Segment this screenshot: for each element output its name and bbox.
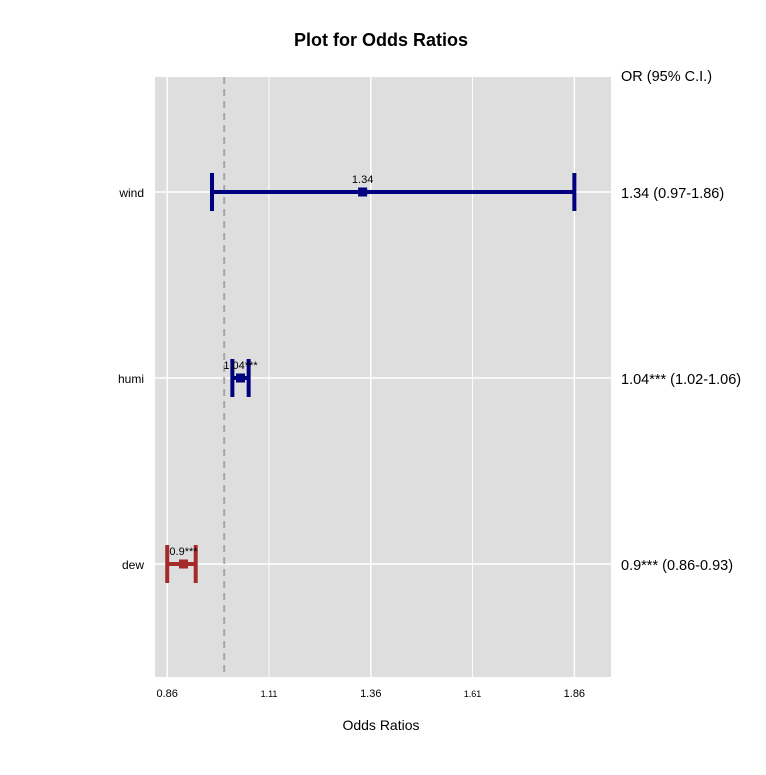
row-wind: 1.34 xyxy=(210,173,577,211)
y-axis-labels: wind humi dew xyxy=(118,186,144,572)
ci-text-dew: 0.9*** (0.86-0.93) xyxy=(621,558,733,574)
ci-column-header: OR (95% C.I.) xyxy=(621,69,712,85)
ci-text-column: 1.34 (0.97-1.86) 1.04*** (1.02-1.06) 0.9**… xyxy=(621,186,741,574)
odds-ratio-marks: 1.34 1.04*** 0.9*** xyxy=(165,173,577,583)
x-axis-tick-labels: 0.86 1.11 1.36 1.61 1.86 xyxy=(157,688,586,700)
dew-point-label: 0.9*** xyxy=(169,546,198,558)
ci-text-wind: 1.34 (0.97-1.86) xyxy=(621,186,724,202)
x-tick-label-3: 1.61 xyxy=(464,689,482,699)
humi-point xyxy=(236,373,245,383)
x-axis-label: Odds Ratios xyxy=(342,717,419,733)
wind-point-label: 1.34 xyxy=(352,174,373,186)
x-tick-label-1: 1.11 xyxy=(261,689,278,699)
chart-title: Plot for Odds Ratios xyxy=(294,30,468,50)
wind-point xyxy=(358,187,368,197)
row-humi: 1.04*** xyxy=(223,359,258,397)
humi-point-label: 1.04*** xyxy=(223,360,258,372)
x-tick-label-2: 1.36 xyxy=(360,688,381,700)
x-tick-label-4: 1.86 xyxy=(564,688,585,700)
row-dew: 0.9*** xyxy=(165,545,198,583)
dew-point xyxy=(179,559,188,569)
y-label-humi: humi xyxy=(118,372,144,386)
ci-text-humi: 1.04*** (1.02-1.06) xyxy=(621,372,741,388)
y-label-wind: wind xyxy=(118,186,144,200)
y-label-dew: dew xyxy=(122,558,144,572)
x-tick-label-0: 0.86 xyxy=(157,688,178,700)
